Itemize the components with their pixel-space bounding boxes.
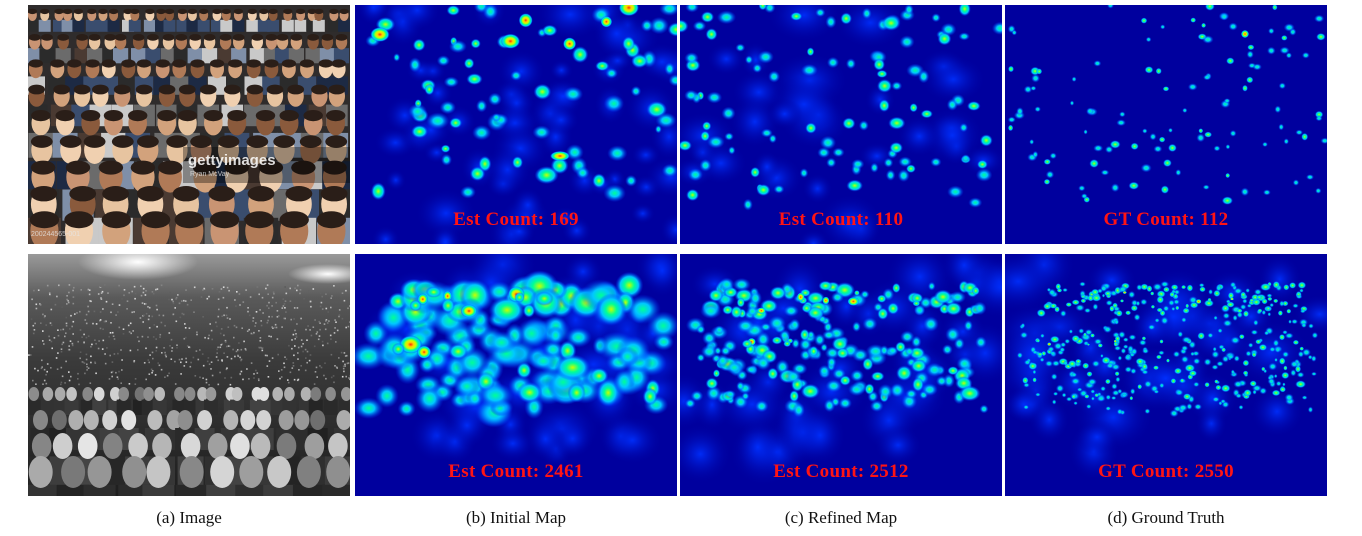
initial-map-1: Est Count: 169	[355, 5, 677, 244]
crowd-photo-1-drawing	[28, 5, 350, 244]
caption-initial-map: (b) Initial Map	[465, 508, 567, 527]
refined-map-2: Est Count: 2512	[680, 254, 1002, 496]
ground-truth-density-map-2	[1005, 254, 1327, 481]
refined-density-map-1	[680, 5, 1002, 244]
ground-truth-map-2: GT Count: 2550	[1005, 254, 1327, 496]
crowd-photo-grayscale	[28, 254, 350, 496]
crowd-photo-2-drawing	[28, 254, 350, 496]
est-count-label: Est Count: 110	[778, 209, 904, 230]
ground-truth-map-1: GT Count: 112	[1005, 5, 1327, 244]
caption-refined-map: (c) Refined Map	[784, 508, 898, 527]
initial-map-2: Est Count: 2461	[355, 254, 677, 496]
est-count-label: Est Count: 2512	[773, 461, 909, 482]
watermark-credit: Ryan McVay	[190, 171, 230, 178]
initial-density-map-2	[355, 254, 677, 469]
watermark-logo: gettyimages	[188, 152, 276, 169]
est-count-label: Est Count: 2461	[448, 461, 584, 482]
est-count-label: Est Count: 169	[453, 209, 579, 230]
crowd-photo-color: gettyimages Ryan McVay 200244565-001	[28, 5, 350, 244]
initial-density-map-1	[357, 5, 677, 244]
caption-image: (a) Image	[156, 508, 222, 527]
ground-truth-density-map-1	[1007, 5, 1327, 205]
refined-density-map-2	[680, 254, 1002, 487]
watermark-id: 200244565-001	[31, 231, 81, 238]
refined-map-1: Est Count: 110	[680, 5, 1002, 244]
caption-ground-truth: (d) Ground Truth	[1107, 508, 1225, 527]
gt-count-label: GT Count: 2550	[1098, 461, 1234, 482]
gt-count-label: GT Count: 112	[1103, 209, 1229, 230]
